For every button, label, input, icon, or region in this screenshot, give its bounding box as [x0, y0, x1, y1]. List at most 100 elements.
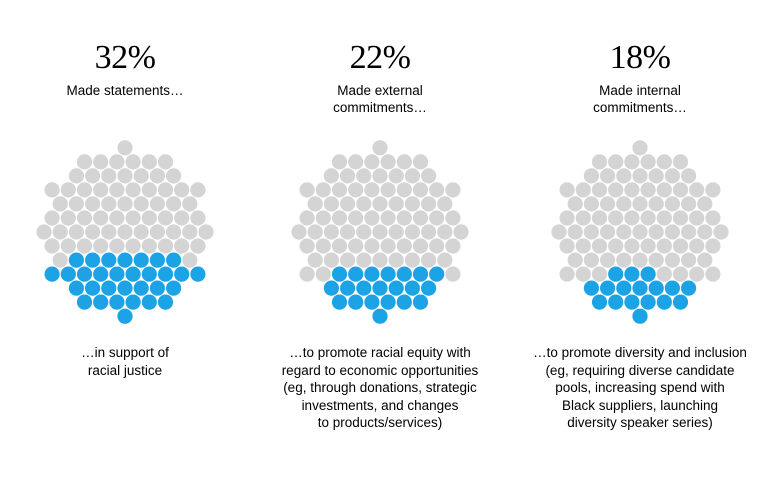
empty-dot [299, 182, 315, 198]
empty-dot [60, 210, 76, 226]
empty-dot [632, 168, 648, 184]
empty-dot [93, 182, 109, 198]
empty-dot [348, 210, 364, 226]
empty-dot [656, 182, 672, 198]
empty-dot [117, 168, 133, 184]
filled-dot [380, 266, 396, 282]
filled-dot [591, 294, 608, 310]
empty-dot [372, 140, 388, 156]
empty-dot [44, 210, 60, 226]
filled-dot [348, 266, 364, 282]
empty-dot [608, 154, 624, 170]
empty-dot [44, 238, 60, 254]
filled-dot [101, 280, 117, 296]
empty-dot [421, 224, 437, 240]
empty-dot [117, 140, 133, 156]
empty-dot [166, 196, 182, 212]
empty-dot [396, 182, 412, 198]
empty-dot [323, 196, 339, 212]
empty-dot [364, 238, 380, 254]
filled-dot [624, 266, 640, 282]
empty-dot [157, 238, 174, 254]
empty-dot [76, 210, 93, 226]
empty-dot [85, 224, 101, 240]
empty-dot [93, 238, 109, 254]
empty-dot [60, 238, 76, 254]
empty-dot [672, 238, 689, 254]
empty-dot [616, 224, 632, 240]
empty-dot [616, 252, 632, 268]
percentage-value: 32% [94, 39, 156, 76]
filled-dot [174, 266, 190, 282]
empty-dot [174, 238, 190, 254]
empty-dot [364, 182, 380, 198]
empty-dot [125, 154, 141, 170]
filled-dot [109, 294, 125, 310]
empty-dot [412, 238, 429, 254]
empty-dot [713, 224, 729, 240]
panel-external-commitments: 22% Made external commitments… …to promo… [260, 0, 500, 480]
empty-dot [76, 154, 93, 170]
empty-dot [656, 266, 672, 282]
filled-dot [44, 266, 60, 282]
filled-dot [125, 266, 141, 282]
empty-dot [109, 210, 125, 226]
empty-dot [404, 196, 420, 212]
empty-dot [640, 154, 656, 170]
empty-dot [640, 238, 656, 254]
empty-dot [648, 196, 664, 212]
empty-dot [664, 224, 680, 240]
empty-dot [323, 252, 339, 268]
empty-dot [372, 252, 388, 268]
empty-dot [356, 252, 372, 268]
empty-dot [648, 224, 664, 240]
empty-dot [93, 210, 109, 226]
empty-dot [689, 238, 705, 254]
filled-dot [632, 308, 648, 324]
empty-dot [624, 210, 640, 226]
empty-dot [445, 182, 461, 198]
empty-dot [141, 238, 157, 254]
filled-dot [648, 280, 664, 296]
empty-dot [705, 210, 721, 226]
empty-dot [672, 182, 689, 198]
empty-dot [632, 224, 648, 240]
empty-dot [331, 238, 348, 254]
empty-dot [624, 182, 640, 198]
empty-dot [608, 182, 624, 198]
empty-dot [36, 224, 52, 240]
filled-dot [133, 252, 149, 268]
empty-dot [559, 238, 575, 254]
empty-dot [575, 266, 591, 282]
empty-dot [380, 182, 396, 198]
filled-dot [68, 252, 84, 268]
empty-dot [591, 182, 608, 198]
empty-dot [656, 154, 672, 170]
empty-dot [125, 210, 141, 226]
empty-dot [681, 196, 697, 212]
empty-dot [640, 210, 656, 226]
dot-circle-chart [291, 140, 469, 324]
filled-dot [117, 280, 133, 296]
empty-dot [182, 252, 198, 268]
empty-dot [388, 224, 404, 240]
empty-dot [632, 140, 648, 156]
empty-dot [575, 182, 591, 198]
empty-dot [551, 224, 567, 240]
empty-dot [76, 238, 93, 254]
panel-statements: 32% Made statements… …in support of raci… [5, 0, 245, 480]
empty-dot [323, 168, 339, 184]
empty-dot [174, 182, 190, 198]
empty-dot [315, 182, 331, 198]
filled-dot [412, 294, 429, 310]
empty-dot [93, 154, 109, 170]
empty-dot [348, 182, 364, 198]
filled-dot [117, 308, 133, 324]
empty-dot [364, 154, 380, 170]
filled-dot [76, 294, 93, 310]
empty-dot [600, 252, 616, 268]
empty-dot [583, 168, 599, 184]
empty-dot [190, 182, 206, 198]
empty-dot [190, 210, 206, 226]
empty-dot [356, 196, 372, 212]
